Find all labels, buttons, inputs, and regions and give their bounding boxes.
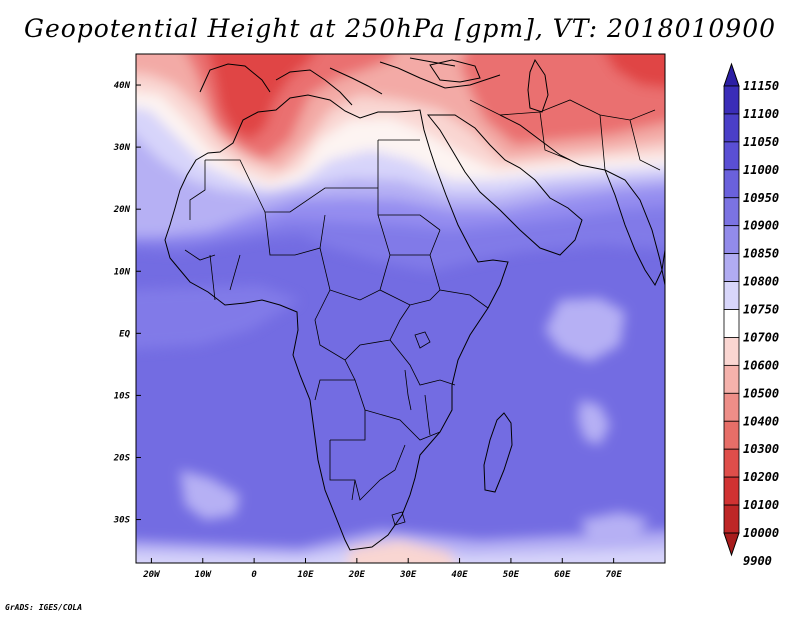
malawi-lake bbox=[424, 394, 431, 436]
colorbar-label: 10100 bbox=[743, 498, 779, 512]
band-light_blue-14 bbox=[578, 400, 610, 445]
colorbar-label: 11150 bbox=[743, 79, 779, 93]
band-light_blue-18 bbox=[580, 512, 650, 540]
colorbar-swatch bbox=[723, 113, 740, 143]
lat-label: 30N bbox=[113, 143, 131, 153]
india-coast bbox=[604, 169, 665, 287]
colorbar-swatch bbox=[723, 504, 740, 534]
colorbar-label: 11100 bbox=[743, 107, 779, 121]
colorbar-label: 10000 bbox=[743, 526, 779, 540]
colorbar-swatch bbox=[723, 309, 740, 338]
colorbar-label: 10800 bbox=[743, 275, 779, 289]
height-field bbox=[136, 54, 665, 563]
madagascar bbox=[483, 412, 513, 493]
band-deep_red-11 bbox=[605, 54, 665, 89]
band-red-9 bbox=[460, 54, 665, 145]
country-borders bbox=[184, 99, 661, 526]
lon-label: 30E bbox=[399, 570, 417, 580]
victoria-lake bbox=[414, 331, 431, 349]
colorbar-swatch bbox=[723, 169, 740, 199]
lat-label: 40N bbox=[114, 81, 131, 91]
lon-label: 60E bbox=[554, 570, 571, 580]
colorbar-swatch bbox=[723, 281, 740, 310]
lat-label: 20S bbox=[113, 453, 131, 463]
lon-label: 20E bbox=[348, 570, 366, 580]
colorbar-label: 9900 bbox=[743, 554, 772, 568]
map-frame bbox=[135, 53, 666, 564]
band-deep_red-10 bbox=[208, 54, 314, 140]
band-light_blue-12 bbox=[180, 470, 240, 520]
lon-label: 10E bbox=[297, 570, 314, 580]
colorbar: 11150 11100 11050 11000 10950 10900 10850 10800… bbox=[723, 62, 779, 568]
lat-label: 30S bbox=[113, 516, 131, 526]
tanganyika-lake bbox=[404, 369, 412, 411]
colorbar-label: 10850 bbox=[743, 247, 779, 261]
colorbar-label: 10200 bbox=[743, 470, 779, 484]
lon-label: 40E bbox=[451, 570, 468, 580]
colorbar-label: 10750 bbox=[743, 303, 779, 317]
lat-label: EQ bbox=[119, 329, 130, 339]
colorbar-label: 10400 bbox=[743, 414, 779, 428]
colorbar-swatch bbox=[723, 364, 740, 394]
lon-label: 0 bbox=[251, 570, 257, 580]
colorbar-swatch bbox=[723, 448, 740, 478]
arabian-peninsula bbox=[426, 114, 583, 256]
colorbar-bottom-arrow bbox=[723, 532, 740, 557]
europe-coast bbox=[199, 57, 501, 106]
colorbar-label: 10600 bbox=[743, 358, 779, 372]
lat-label: 10S bbox=[114, 391, 131, 401]
colorbar-swatch bbox=[723, 337, 740, 366]
caspian-sea bbox=[527, 58, 549, 113]
grads-credit: GrADS: IGES/COLA bbox=[5, 603, 83, 612]
colorbar-label: 10950 bbox=[743, 191, 779, 205]
colorbar-label: 10300 bbox=[743, 442, 779, 456]
asia-borders bbox=[469, 99, 661, 171]
colorbar-swatch bbox=[723, 420, 740, 450]
lat-label: 20N bbox=[113, 205, 131, 215]
colorbar-swatch bbox=[723, 197, 740, 227]
colorbar-swatch bbox=[723, 392, 740, 422]
lon-label: 20W bbox=[142, 570, 161, 580]
colorbar-label: 11000 bbox=[743, 163, 779, 177]
colorbar-swatch bbox=[723, 225, 740, 255]
border-lines bbox=[184, 139, 489, 501]
colorbar-swatch bbox=[723, 141, 740, 171]
black-sea bbox=[429, 59, 481, 83]
lat-label: 10N bbox=[114, 267, 131, 277]
colorbar-swatch bbox=[723, 476, 740, 506]
colorbar-top-arrow bbox=[723, 62, 740, 87]
colorbar-swatch bbox=[723, 85, 740, 115]
map-title: Geopotential Height at 250hPa [gpm], VT:… bbox=[23, 14, 777, 43]
lesotho bbox=[391, 511, 406, 526]
map-axes: 20W 10W 0 10E 20E 30E 40E 50E 60E 70E 40N 30N 20N 10N… bbox=[113, 81, 623, 580]
colorbar-label: 11050 bbox=[743, 135, 779, 149]
colorbar-label: 10700 bbox=[743, 330, 779, 344]
lon-label: 50E bbox=[503, 570, 520, 580]
colorbar-label: 10500 bbox=[743, 386, 779, 400]
colorbar-swatch bbox=[723, 253, 740, 282]
lon-label: 10W bbox=[195, 570, 213, 580]
lon-label: 70E bbox=[606, 570, 623, 580]
colorbar-label: 10900 bbox=[743, 219, 779, 233]
band-light_blue-13 bbox=[545, 298, 625, 362]
